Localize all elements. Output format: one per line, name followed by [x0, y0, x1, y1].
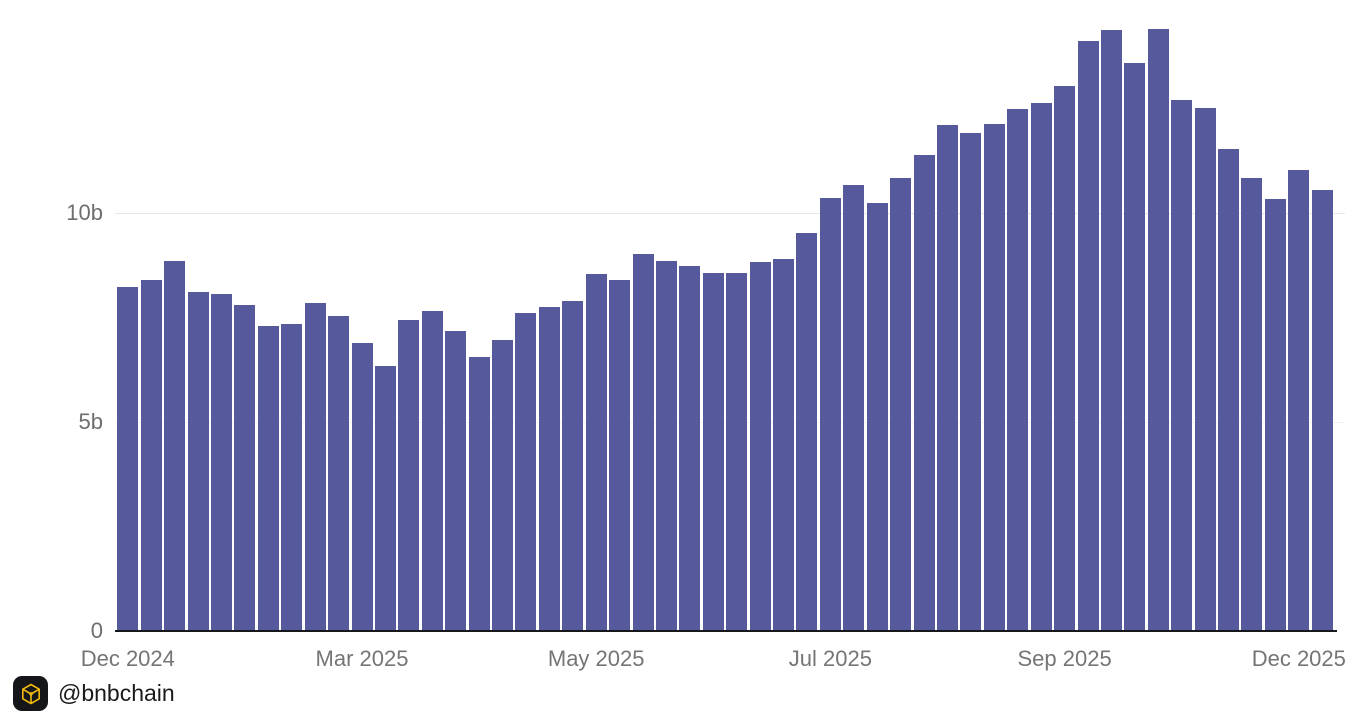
watermark-handle: @bnbchain	[58, 680, 175, 706]
bar[interactable]	[749, 262, 771, 631]
bar[interactable]	[679, 265, 701, 631]
y-tick-label: 10b	[66, 200, 103, 225]
y-tick-label: 0	[90, 618, 103, 643]
bar[interactable]	[445, 331, 467, 631]
bar[interactable]	[1264, 198, 1286, 631]
bar[interactable]	[1100, 30, 1122, 631]
bar[interactable]	[117, 286, 139, 631]
bar[interactable]	[702, 272, 724, 631]
bar[interactable]	[562, 300, 584, 631]
x-tick-label: Mar 2025	[315, 646, 409, 671]
bar[interactable]	[164, 260, 186, 631]
bar[interactable]	[1218, 148, 1240, 631]
bar[interactable]	[281, 323, 303, 631]
bar[interactable]	[773, 259, 795, 631]
bar[interactable]	[1077, 40, 1099, 631]
x-tick-label: Dec 2024	[80, 646, 175, 671]
bar[interactable]	[890, 178, 912, 631]
bar[interactable]	[538, 306, 560, 631]
x-tick-label: Dec 2025	[1251, 646, 1346, 671]
bar[interactable]	[328, 316, 350, 631]
gridline-10b	[115, 213, 1345, 214]
bar[interactable]	[655, 260, 677, 631]
bar[interactable]	[843, 185, 865, 631]
bar[interactable]	[726, 273, 748, 631]
bar[interactable]	[398, 319, 420, 631]
bar[interactable]	[1241, 177, 1263, 631]
bar[interactable]	[1311, 190, 1333, 631]
bar[interactable]	[913, 154, 935, 631]
bar[interactable]	[234, 304, 256, 631]
bar[interactable]	[1030, 102, 1052, 631]
bar[interactable]	[1194, 108, 1216, 631]
bar[interactable]	[1054, 85, 1076, 631]
bar[interactable]	[1124, 62, 1146, 631]
x-tick-label: May 2025	[547, 646, 645, 671]
bar[interactable]	[421, 311, 443, 631]
bar[interactable]	[937, 124, 958, 631]
bar[interactable]	[819, 198, 841, 631]
bar[interactable]	[304, 303, 326, 631]
x-tick-label: Sep 2025	[1017, 646, 1112, 671]
bar[interactable]	[257, 326, 279, 631]
watermark: @bnbchain	[13, 676, 175, 711]
bar[interactable]	[187, 291, 209, 631]
bar[interactable]	[632, 253, 654, 631]
bar[interactable]	[492, 339, 514, 631]
bar[interactable]	[796, 233, 818, 631]
bar[interactable]	[140, 280, 162, 631]
bar[interactable]	[960, 132, 982, 631]
x-axis-line	[115, 630, 1337, 632]
bar[interactable]	[585, 273, 607, 631]
bar[interactable]	[210, 293, 232, 631]
y-tick-label: 5b	[78, 409, 103, 434]
bar[interactable]	[351, 342, 373, 631]
bar[interactable]	[609, 280, 631, 631]
bar[interactable]	[1288, 169, 1310, 631]
bar[interactable]	[1147, 29, 1169, 631]
x-tick-label: Jul 2025	[788, 646, 872, 671]
bar[interactable]	[374, 365, 396, 631]
bar[interactable]	[983, 124, 1005, 631]
bnb-cube-icon	[13, 676, 48, 711]
bar[interactable]	[515, 312, 537, 631]
bar[interactable]	[1171, 99, 1193, 631]
bar[interactable]	[468, 356, 490, 631]
bar[interactable]	[1007, 108, 1029, 631]
bar[interactable]	[866, 203, 888, 631]
